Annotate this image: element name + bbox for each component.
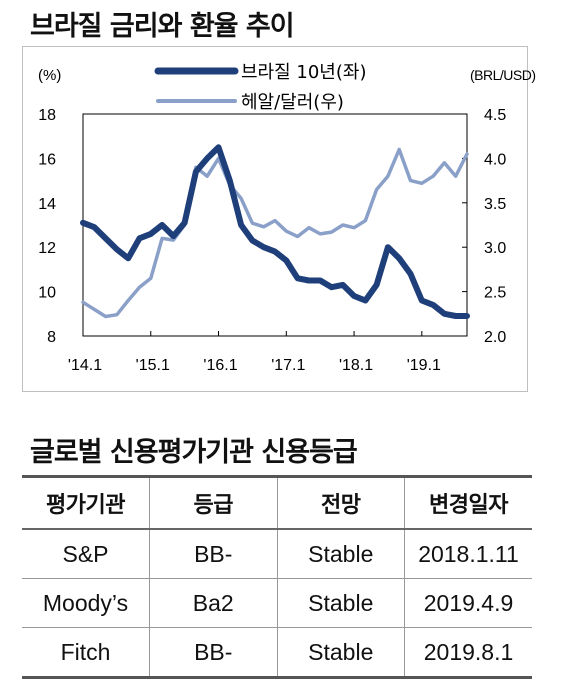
right-tick-label: 4.5 bbox=[484, 107, 506, 124]
date-cell: 2019.4.9 bbox=[404, 578, 532, 628]
table-row: Moody’s Ba2 Stable 2019.4.9 bbox=[22, 578, 532, 628]
rating-cell: BB- bbox=[149, 627, 277, 678]
x-tick-label: '17.1 bbox=[271, 357, 305, 374]
table-title: 글로벌 신용평가기관 신용등급 bbox=[30, 437, 358, 468]
header-outlook: 전망 bbox=[276, 476, 405, 529]
right-tick-label: 2.0 bbox=[484, 329, 506, 346]
agency-cell: Fitch bbox=[60, 638, 111, 665]
left-tick-label: 10 bbox=[38, 285, 56, 302]
chart-title: 브라질 금리와 환율 추이 bbox=[30, 11, 295, 42]
plot-area bbox=[82, 113, 468, 337]
agency-cell: S&P bbox=[62, 540, 109, 567]
right-tick-label: 2.5 bbox=[484, 285, 506, 302]
rating-cell: BB- bbox=[149, 529, 277, 579]
right-tick-label: 3.0 bbox=[484, 240, 506, 257]
right-axis-unit: (BRL/USD) bbox=[470, 67, 536, 83]
left-axis-unit: (%) bbox=[38, 67, 61, 84]
x-tick-label: '19.1 bbox=[407, 357, 441, 374]
table-row: Fitch BB- Stable 2019.8.1 bbox=[22, 627, 532, 678]
date-cell: 2019.8.1 bbox=[404, 627, 532, 678]
left-tick-label: 8 bbox=[47, 329, 56, 346]
x-tick-label: '14.1 bbox=[68, 357, 102, 374]
outlook-cell: Stable bbox=[276, 578, 405, 628]
left-tick-label: 16 bbox=[38, 151, 56, 168]
line-chart: (%) (BRL/USD) 18 16 14 12 10 8 4.5 4.0 3.5 3.0 2.5 2.… bbox=[38, 62, 536, 374]
table-row: S&P BB- Stable 2018.1.11 bbox=[22, 529, 532, 579]
left-tick-label: 12 bbox=[38, 240, 56, 257]
outlook-cell: Stable bbox=[276, 529, 405, 579]
agency-cell: Moody’s bbox=[42, 589, 129, 616]
x-tick-label: '18.1 bbox=[339, 357, 373, 374]
table-header-row: 평가기관 등급 전망 변경일자 bbox=[22, 476, 532, 529]
header-rating: 등급 bbox=[149, 476, 277, 529]
right-tick-label: 3.5 bbox=[484, 196, 506, 213]
right-tick-label: 4.0 bbox=[484, 151, 506, 168]
header-agency: 평가기관 bbox=[46, 493, 125, 518]
ratings-table: 평가기관 등급 전망 변경일자 S&P BB- Stable 2018.1.11… bbox=[22, 475, 532, 679]
legend-label: 브라질 10년(좌) bbox=[241, 62, 366, 83]
date-cell: 2018.1.11 bbox=[404, 529, 532, 579]
left-tick-label: 14 bbox=[38, 196, 56, 213]
left-tick-label: 18 bbox=[38, 107, 56, 124]
chart-frame bbox=[22, 46, 528, 392]
series-line-exchange-rate bbox=[81, 147, 469, 319]
legend-label: 헤알/달러(우) bbox=[241, 92, 344, 113]
header-date: 변경일자 bbox=[404, 476, 532, 529]
rating-cell: Ba2 bbox=[149, 578, 277, 628]
outlook-cell: Stable bbox=[276, 627, 405, 678]
x-tick-label: '15.1 bbox=[136, 357, 170, 374]
x-tick-label: '16.1 bbox=[203, 357, 237, 374]
series-line-bond-yield bbox=[80, 144, 470, 319]
